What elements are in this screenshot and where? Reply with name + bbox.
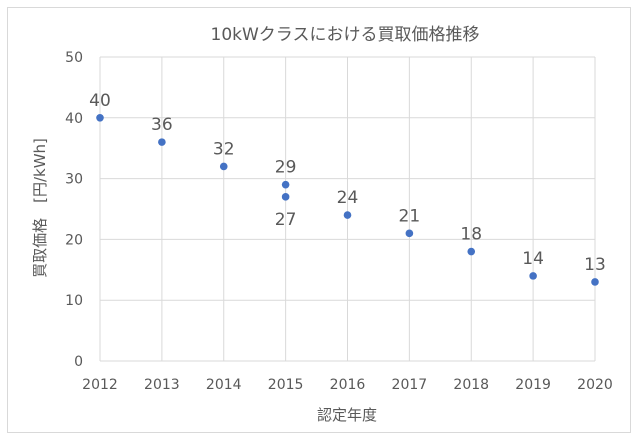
data-label: 18	[460, 225, 482, 245]
data-label: 21	[399, 206, 421, 226]
data-label: 36	[151, 115, 173, 135]
x-tick-label: 2014	[206, 377, 242, 393]
data-points	[96, 114, 599, 286]
x-tick-labels: 2012 2013 2014 2015 2016 2017 2018 2019 2020	[82, 377, 613, 393]
y-axis-label: 買取価格 [円/kWh]	[31, 138, 49, 278]
data-point	[281, 193, 290, 201]
data-point	[343, 211, 352, 219]
x-tick-label: 2018	[453, 377, 489, 393]
data-label: 32	[213, 139, 235, 159]
data-point	[158, 138, 166, 146]
x-tick-label: 2015	[268, 377, 304, 393]
data-labels: 40 36 32 29 27 24 21 18 14 13	[89, 91, 606, 275]
y-tick-label: 0	[74, 354, 83, 370]
data-point	[467, 247, 476, 256]
data-label: 14	[522, 249, 544, 269]
y-tick-labels: 0 10 20 30 40 50	[65, 50, 83, 370]
y-tick-label: 30	[65, 172, 83, 188]
y-tick-label: 20	[65, 232, 83, 248]
y-tick-label: 10	[65, 293, 83, 309]
chart-title: 10kWクラスにおける買取価格推移	[211, 25, 480, 45]
data-point	[96, 114, 104, 122]
data-label: 29	[275, 158, 297, 178]
x-tick-label: 2012	[82, 377, 118, 393]
x-tick-label: 2020	[577, 377, 613, 393]
gridlines	[99, 56, 596, 362]
x-tick-label: 2016	[330, 377, 366, 393]
y-tick-label: 50	[65, 50, 83, 66]
data-point	[529, 272, 537, 280]
data-label: 40	[89, 91, 111, 111]
data-point	[281, 180, 290, 189]
data-label: 13	[584, 255, 606, 275]
x-tick-label: 2019	[515, 377, 551, 393]
x-tick-label: 2013	[144, 377, 180, 393]
x-tick-label: 2017	[392, 377, 428, 393]
data-point	[591, 278, 599, 286]
x-axis-label: 認定年度	[317, 406, 377, 424]
data-point	[405, 229, 414, 238]
data-label: 27	[275, 210, 297, 230]
y-tick-label: 40	[65, 111, 83, 127]
chart-frame	[7, 7, 631, 433]
data-label: 24	[337, 188, 359, 208]
data-point	[219, 162, 228, 171]
